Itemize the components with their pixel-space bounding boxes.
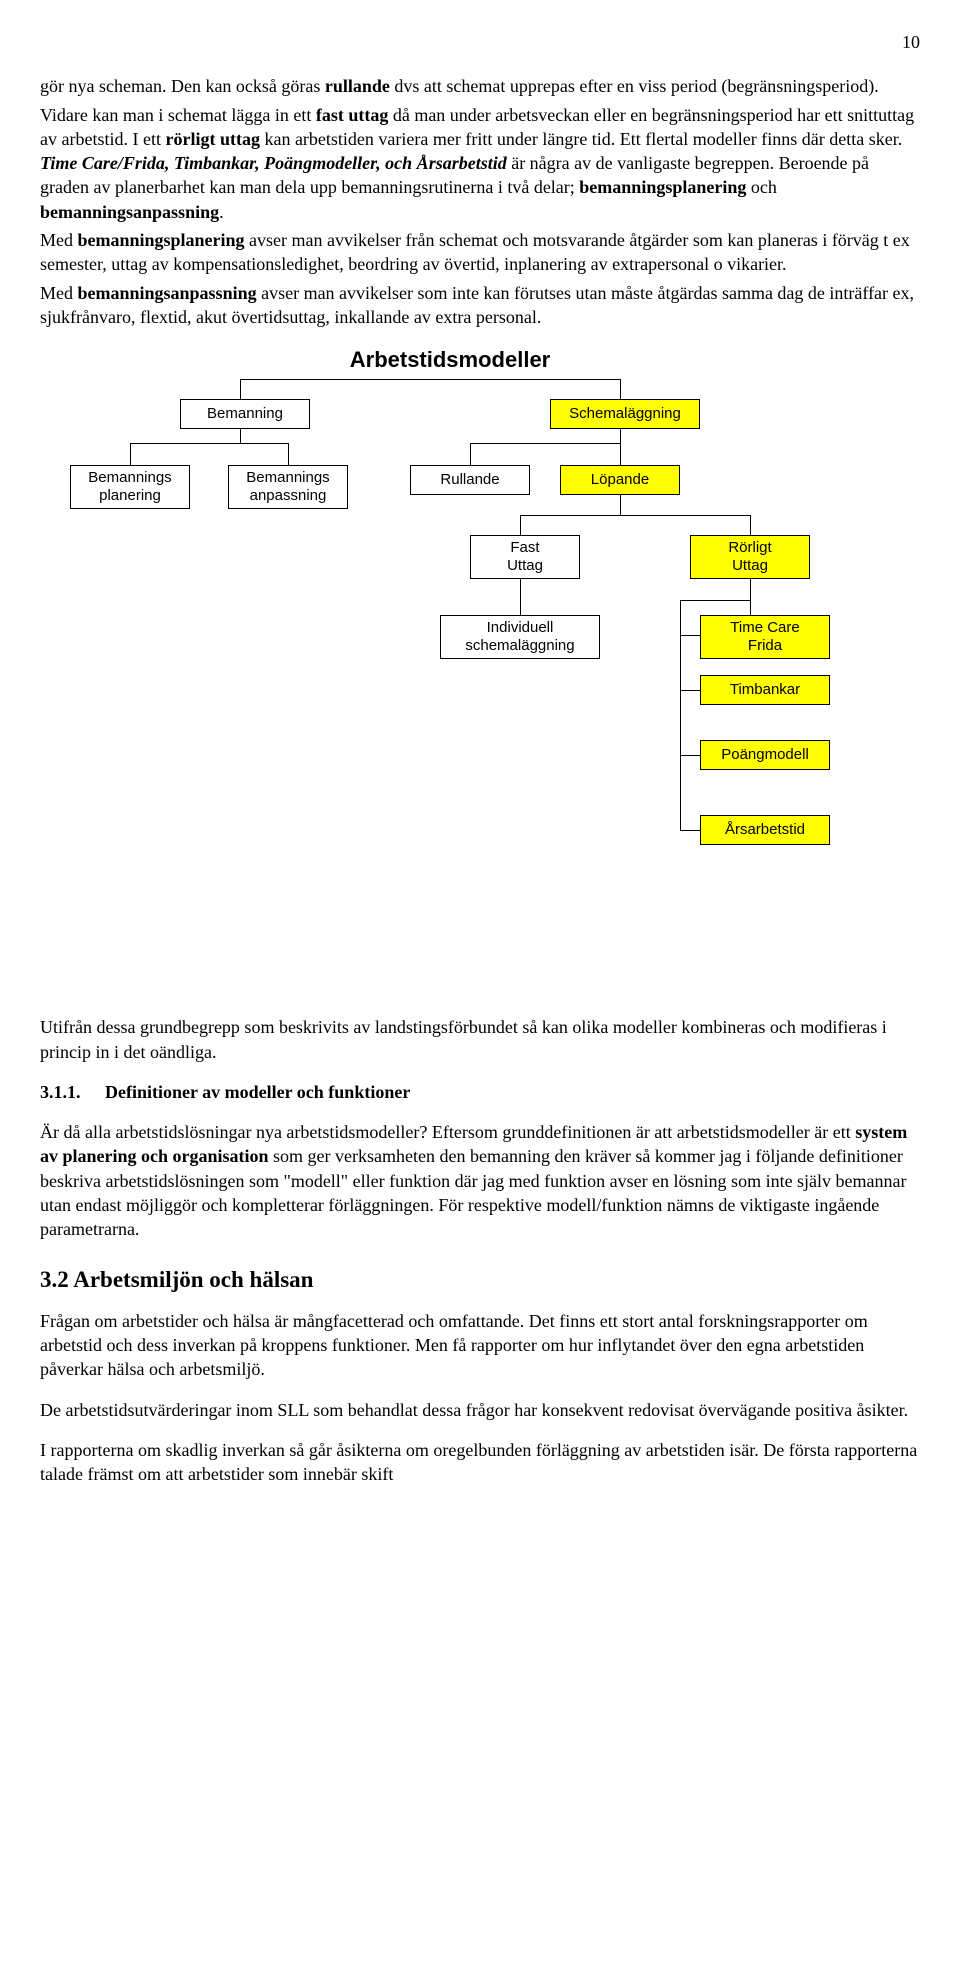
connector [520,515,750,516]
text-bold: bemanningsplanering [579,177,746,197]
connector [750,579,751,615]
text: Uttag [732,557,768,574]
text: Individuell [487,619,554,636]
connector [750,515,751,535]
node-rorligt-uttag: RörligtUttag [690,535,810,579]
connector [620,443,621,465]
connector [130,443,240,444]
node-individuell-schemalaggning: Individuellschemaläggning [440,615,600,659]
connector [520,579,521,615]
paragraph: Frågan om arbetstider och hälsa är mångf… [40,1309,920,1382]
connector [470,443,471,465]
node-bemanningsanpassning: Bemanningsanpassning [228,465,348,509]
text-bold: rörligt uttag [165,129,259,149]
text: Med [40,230,78,250]
paragraph: I rapporterna om skadlig inverkan så går… [40,1438,920,1487]
connector [520,515,521,535]
page-number: 10 [40,30,920,54]
text: kan arbetstiden variera mer fritt under … [260,129,902,149]
node-lopande: Löpande [560,465,680,495]
paragraph: Utifrån dessa grundbegrepp som beskrivit… [40,1015,920,1064]
node-schemalaggning: Schemaläggning [550,399,700,429]
text: anpassning [250,487,327,504]
connector [240,379,620,380]
text: och [746,177,777,197]
paragraph: De arbetstidsutvärderingar inom SLL som … [40,1398,920,1422]
text: Bemannings [88,469,171,486]
node-bemanningsplanering: Bemanningsplanering [70,465,190,509]
text: Bemannings [246,469,329,486]
text: Time Care [730,619,799,636]
connector [680,635,700,636]
node-time-care-frida: Time CareFrida [700,615,830,659]
text: Fast [510,539,539,556]
connector [130,443,131,465]
heading-2: 3.2 Arbetsmiljön och hälsan [40,1264,920,1295]
connector [680,600,750,601]
section-title: Definitioner av modeller och funktioner [105,1082,410,1102]
text: Är då alla arbetstidslösningar nya arbet… [40,1122,855,1142]
text: Uttag [507,557,543,574]
diagram-title: Arbetstidsmodeller [40,345,860,375]
text: dvs att schemat upprepas efter en viss p… [390,76,879,96]
arbetstidsmodeller-diagram: Arbetstidsmodeller Bemanning Schemaläggn… [40,345,860,995]
connector [620,379,621,399]
connector [620,429,621,443]
connector [620,495,621,515]
text-bold: bemanningsplanering [78,230,245,250]
text-bold-italic: Time Care/Frida, Timbankar, Poängmodelle… [40,153,507,173]
node-fast-uttag: FastUttag [470,535,580,579]
section-heading: 3.1.1. Definitioner av modeller och funk… [40,1080,920,1104]
paragraph: Vidare kan man i schemat lägga in ett fa… [40,103,920,224]
node-poangmodell: Poängmodell [700,740,830,770]
connector [680,755,700,756]
paragraph: Med bemanningsplanering avser man avvike… [40,228,920,277]
text-bold: rullande [325,76,390,96]
connector [240,379,241,399]
node-timbankar: Timbankar [700,675,830,705]
connector [680,690,700,691]
connector [240,443,289,444]
text: . [219,202,224,222]
paragraph: Med bemanningsanpassning avser man avvik… [40,281,920,330]
connector [680,830,700,831]
node-arsarbetstid: Årsarbetstid [700,815,830,845]
section-number: 3.1.1. [40,1080,81,1104]
text: schemaläggning [465,637,574,654]
text-bold: bemanningsanpassning [40,202,219,222]
node-bemanning: Bemanning [180,399,310,429]
connector [470,443,620,444]
text: Med [40,283,78,303]
connector [288,443,289,465]
text: Rörligt [728,539,771,556]
paragraph: Är då alla arbetstidslösningar nya arbet… [40,1120,920,1241]
text-bold: bemanningsanpassning [78,283,257,303]
node-rullande: Rullande [410,465,530,495]
text-bold: fast uttag [316,105,389,125]
text: gör nya scheman. Den kan också göras [40,76,325,96]
paragraph: gör nya scheman. Den kan också göras rul… [40,74,920,98]
connector [240,429,241,443]
text: Frida [748,637,782,654]
text: Vidare kan man i schemat lägga in ett [40,105,316,125]
text: planering [99,487,161,504]
